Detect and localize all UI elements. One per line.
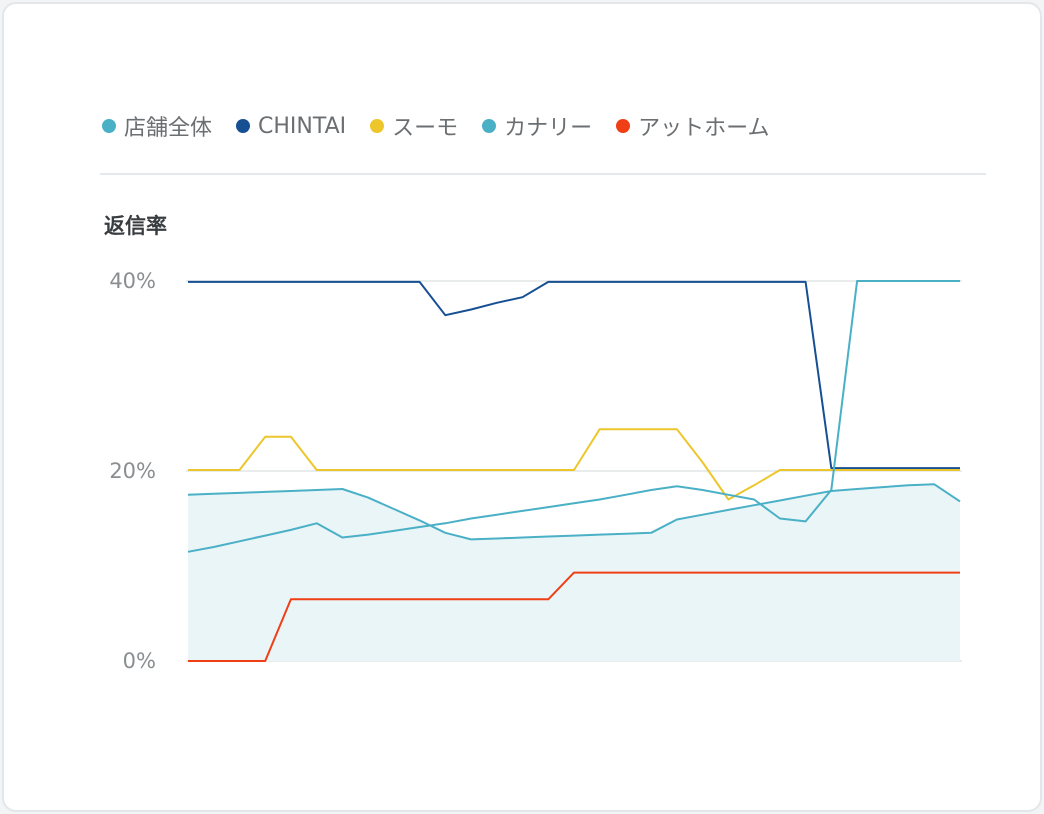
chart-legend: 店舗全体 CHINTAI スーモ カナリー アットホーム	[102, 110, 794, 142]
series-line	[188, 280, 960, 470]
y-tick-label: 20%	[109, 459, 156, 483]
legend-dot-icon	[482, 119, 497, 133]
legend-item[interactable]: カナリー	[482, 110, 592, 142]
legend-item[interactable]: スーモ	[370, 110, 458, 142]
legend-divider	[100, 173, 986, 175]
legend-item[interactable]: アットホーム	[616, 110, 770, 142]
metric-title: 返信率	[104, 214, 167, 238]
legend-item[interactable]: CHINTAI	[236, 114, 346, 139]
y-tick-label: 0%	[123, 649, 156, 673]
legend-dot-icon	[616, 119, 631, 133]
legend-label: カナリー	[504, 116, 593, 141]
series-line	[188, 571, 960, 662]
legend-label: 店舗全体	[124, 116, 213, 141]
y-tick-label: 40%	[109, 269, 156, 293]
legend-dot-icon	[236, 119, 251, 133]
legend-item[interactable]: 店舗全体	[102, 110, 212, 142]
legend-label: スーモ	[392, 116, 459, 141]
legend-dot-icon	[370, 119, 385, 133]
series-line	[187, 280, 960, 553]
series-line	[188, 428, 960, 501]
legend-label: アットホーム	[638, 116, 770, 141]
legend-dot-icon	[102, 119, 116, 133]
legend-label: CHINTAI	[258, 113, 347, 139]
